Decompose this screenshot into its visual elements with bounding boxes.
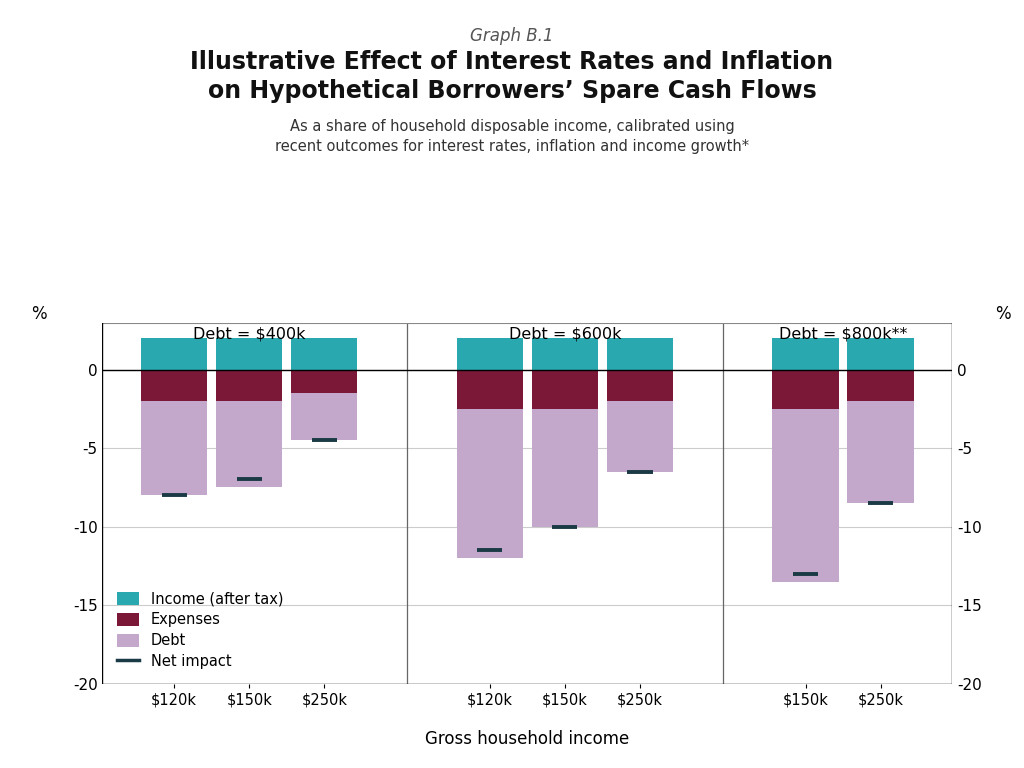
Bar [291,369,357,393]
Text: Graph B.1: Graph B.1 [470,27,554,45]
Bar [607,338,673,369]
Text: %: % [31,305,46,323]
Bar [216,401,283,488]
Bar [291,393,357,440]
Text: %: % [995,305,1011,323]
Bar [848,338,913,369]
Text: Illustrative Effect of Interest Rates and Inflation
on Hypothetical Borrowers’ S: Illustrative Effect of Interest Rates an… [190,50,834,103]
Bar [457,409,523,558]
Bar [457,369,523,409]
Bar [531,369,598,409]
Bar [216,338,283,369]
Bar [141,401,207,495]
Bar [607,401,673,472]
Bar [457,338,523,369]
Bar [141,338,207,369]
Text: Gross household income: Gross household income [425,730,630,749]
Bar [848,401,913,503]
Bar [216,369,283,401]
Bar [772,369,839,409]
Bar [848,369,913,401]
Text: Debt = $600k: Debt = $600k [509,326,622,341]
Text: As a share of household disposable income, calibrated using
recent outcomes for : As a share of household disposable incom… [274,119,750,154]
Legend: Income (after tax), Expenses, Debt, Net impact: Income (after tax), Expenses, Debt, Net … [110,584,291,677]
Bar [531,338,598,369]
Bar [291,338,357,369]
Bar [772,338,839,369]
Bar [607,369,673,401]
Text: Debt = $800k**: Debt = $800k** [779,326,907,341]
Bar [141,369,207,401]
Text: Debt = $400k: Debt = $400k [193,326,305,341]
Bar [531,409,598,527]
Bar [772,409,839,581]
